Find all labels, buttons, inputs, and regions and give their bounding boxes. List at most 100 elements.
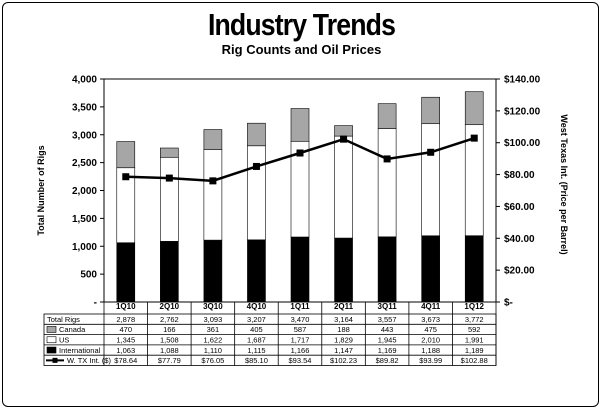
bar-canada [116,141,136,169]
chart-subtitle: Rig Counts and Oil Prices [221,42,382,57]
table-cell: 1,345 [116,335,135,344]
table-cell: 470 [120,325,133,334]
chart-title: Industry Trends [207,7,396,42]
table-cell: 1,945 [378,335,397,344]
table-cell: 1,063 [116,346,135,355]
y2-tick-label: $140.00 [504,75,541,86]
table-cell: 475 [424,325,437,334]
bar-canada [464,91,484,126]
legend-key-canada [46,326,57,333]
x-tick-label: 3Q11 [378,302,398,311]
y2-tick-label: $120.00 [504,106,541,117]
table-cell: $85.10 [245,356,268,365]
table-cell: 2,878 [116,315,135,324]
x-tick-label: 1Q12 [464,302,484,311]
table-cell: 592 [468,325,481,334]
table-cell: 1,717 [291,335,310,344]
table-cell: 2,762 [160,315,179,324]
oil-price-point [296,149,304,157]
oil-price-point [383,155,391,163]
y2-axis-title: West Texas Int. (Price per Barrel) [559,114,569,254]
table-cell: 3,093 [203,315,222,324]
oil-price-point [122,173,130,181]
bar-international [377,236,397,303]
bar-international [203,239,223,303]
table-cell: 3,164 [334,315,353,324]
table-cell: $89.82 [376,356,399,365]
y-tick-label: 3,000 [72,130,97,141]
bar-canada [421,96,440,125]
y-tick-label: 500 [80,270,97,281]
table-row-label: US [59,335,69,344]
bar-us [421,123,440,237]
table-cell: $76.05 [201,356,224,365]
table-cell: 3,772 [465,315,484,324]
table-cell: 1,622 [203,335,222,344]
table-cell: $77.79 [158,356,181,365]
y-tick-label: 1,000 [72,242,97,253]
y-tick-label: 1,500 [72,214,97,225]
table-row-label: International [59,346,101,355]
table-cell: 166 [163,325,176,334]
x-tick-label: 2Q11 [334,302,354,311]
y-tick-label: 2,500 [72,158,97,169]
legend-key-intl [46,346,57,354]
table-cell: 1,115 [247,346,265,355]
y2-tick-label: $60.00 [504,202,535,213]
bar-international [290,236,310,303]
oil-price-point [165,174,173,182]
bar-canada [377,103,397,129]
table-row-label: W. TX Int. ($) [67,356,112,365]
bar-canada [160,147,179,158]
table-cell: 1,147 [334,346,353,355]
table-cell: 188 [337,325,350,334]
y-tick-label: - [94,298,97,309]
x-tick-label: 3Q10 [203,302,223,311]
oil-price-point [427,148,435,156]
y2-tick-label: $20.00 [504,266,535,277]
table-cell: 2,010 [421,335,440,344]
bar-international [247,239,266,303]
y2-tick-label: $100.00 [504,138,541,149]
legend-key-us [46,336,57,344]
table-cell: 1,188 [421,346,440,355]
table-cell: 3,673 [421,315,440,324]
table-cell: 1,508 [160,335,179,344]
bar-canada [334,125,353,137]
table-cell: 1,687 [247,335,266,344]
y-tick-label: 3,500 [72,102,97,113]
oil-price-point [252,162,260,170]
bar-us [203,149,223,241]
y-tick-label: 4,000 [72,75,97,86]
table-cell: 1,169 [378,346,397,355]
table-cell: 3,207 [247,315,266,324]
table-cell: 1,991 [465,335,484,344]
bar-international [334,237,353,303]
table-cell: $102.23 [330,356,357,365]
table-cell: 405 [250,325,263,334]
table-cell: $93.99 [419,356,442,365]
table-cell: 3,470 [291,315,310,324]
bar-us [334,135,353,239]
table-cell: $93.54 [289,356,312,365]
table-cell: 1,088 [160,346,179,355]
legend-key-line-marker [52,357,58,363]
x-tick-label: 1Q11 [290,302,310,311]
table-cell: $78.64 [114,356,137,365]
table-cell: 1,829 [334,335,353,344]
x-tick-label: 4Q11 [421,302,441,311]
x-tick-label: 2Q10 [160,302,180,311]
table-cell: 1,189 [465,346,484,355]
x-tick-label: 4Q10 [247,302,267,311]
bar-international [464,235,484,303]
bar-canada [290,108,310,142]
bar-us [247,145,266,241]
table-cell: 3,557 [378,315,397,324]
table-cell: $102.88 [461,356,488,365]
bar-international [421,235,440,303]
table-row-label: Total Rigs [47,315,80,324]
table-cell: 443 [381,325,394,334]
bar-us [377,128,397,238]
bar-canada [247,122,266,147]
